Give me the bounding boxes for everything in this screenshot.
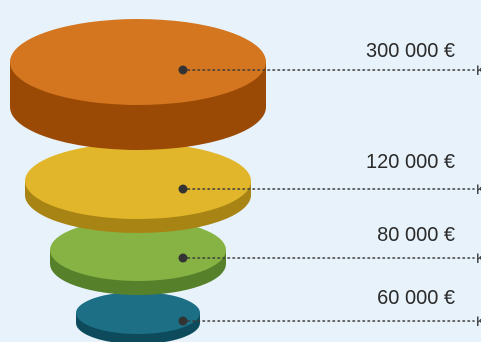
funnel-level-top xyxy=(76,292,200,334)
value-label: 80 000 € xyxy=(377,224,455,246)
funnel-level-4 xyxy=(76,292,200,342)
funnel-level-1 xyxy=(10,19,266,150)
leader-dot xyxy=(178,316,188,326)
cut-label: K xyxy=(476,181,481,197)
funnel-level-top xyxy=(50,219,226,281)
funnel-level-top xyxy=(10,19,266,105)
funnel-label-2: 120 000 € K xyxy=(178,151,481,197)
funnel-label-3: 80 000 € K xyxy=(178,224,481,266)
cut-label: K xyxy=(476,62,481,78)
cut-label: K xyxy=(476,250,481,266)
funnel-label-1: 300 000 € K xyxy=(178,40,481,78)
cut-label: K xyxy=(476,313,481,329)
leader-dot xyxy=(178,184,188,194)
leader-dot xyxy=(178,65,188,75)
leader-dot xyxy=(178,253,188,263)
funnel-label-4: 60 000 € K xyxy=(178,287,481,329)
funnel-level-top xyxy=(25,143,251,219)
value-label: 300 000 € xyxy=(366,40,455,62)
value-label: 60 000 € xyxy=(377,287,455,309)
funnel-level-2 xyxy=(25,143,251,233)
value-label: 120 000 € xyxy=(366,151,455,173)
